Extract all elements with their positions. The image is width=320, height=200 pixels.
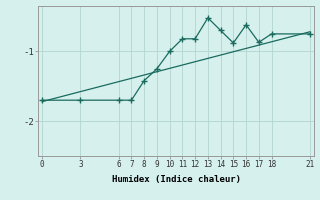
X-axis label: Humidex (Indice chaleur): Humidex (Indice chaleur)	[111, 175, 241, 184]
